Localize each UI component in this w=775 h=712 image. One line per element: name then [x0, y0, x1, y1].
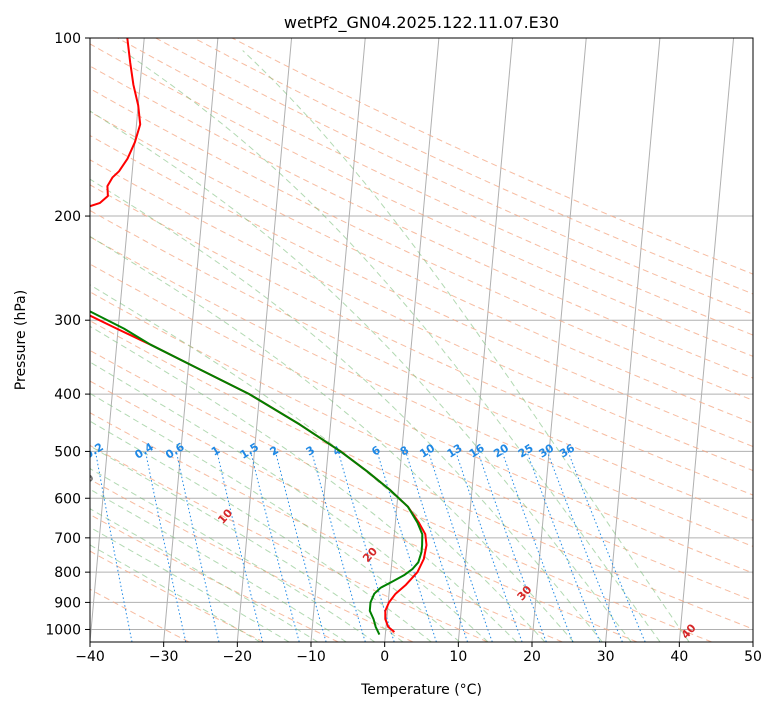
y-tick-label: 400	[54, 387, 81, 403]
x-tick-label: −10	[296, 649, 326, 665]
y-tick-label: 1000	[45, 622, 81, 638]
x-tick-label: 50	[744, 649, 762, 665]
y-tick-label: 300	[54, 313, 81, 329]
x-tick-label: −20	[223, 649, 253, 665]
y-tick-label: 500	[54, 444, 81, 460]
x-tick-label: 40	[670, 649, 688, 665]
y-tick-label: 900	[54, 595, 81, 611]
x-tick-label: 30	[597, 649, 615, 665]
x-tick-label: 20	[523, 649, 541, 665]
x-axis-label: Temperature (°C)	[360, 682, 482, 698]
y-tick-label: 700	[54, 531, 81, 547]
y-axis-label: Pressure (hPa)	[13, 290, 29, 390]
y-tick-label: 600	[54, 491, 81, 507]
x-tick-label: 10	[449, 649, 467, 665]
chart-title: wetPf2_GN04.2025.122.11.07.E30	[284, 13, 559, 33]
y-tick-label: 100	[54, 31, 81, 47]
y-tick-label: 800	[54, 565, 81, 581]
x-tick-label: −30	[149, 649, 179, 665]
x-tick-label: 0	[380, 649, 389, 665]
y-tick-label: 200	[54, 209, 81, 225]
x-tick-label: −40	[75, 649, 105, 665]
